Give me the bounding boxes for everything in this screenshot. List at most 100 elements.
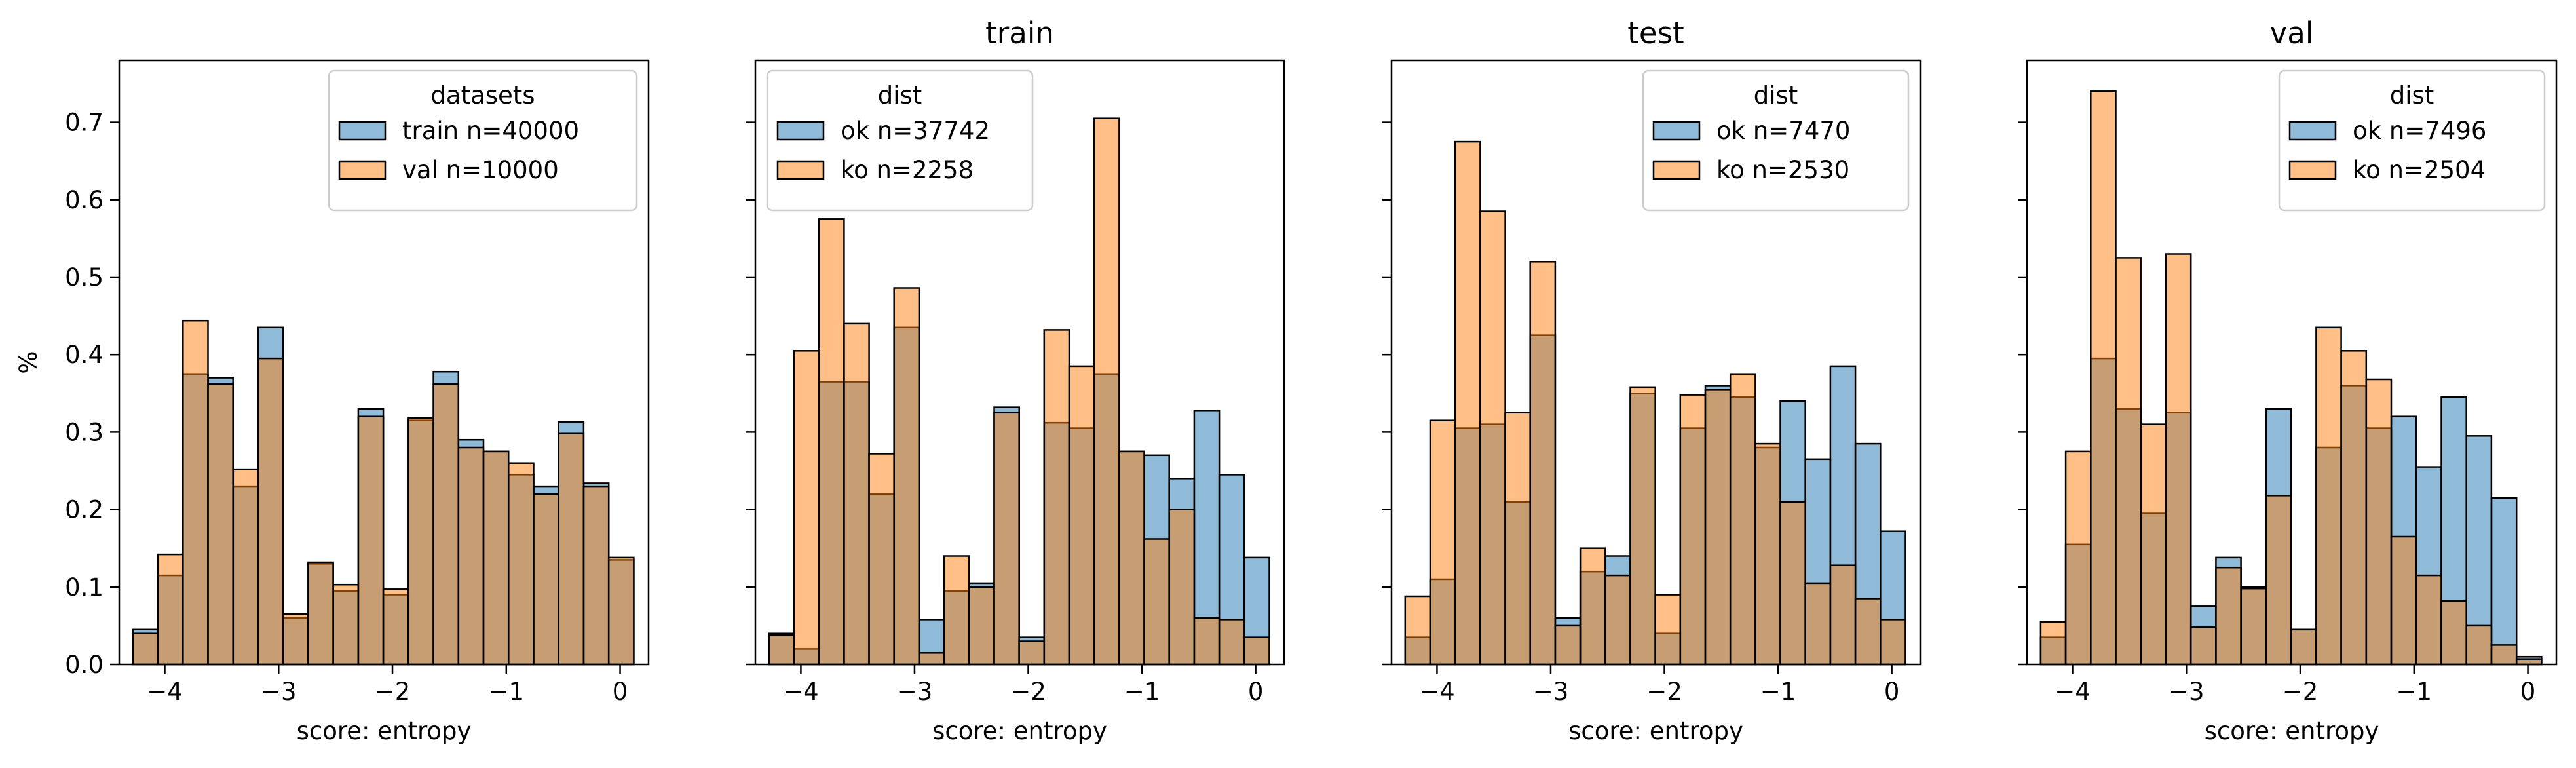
legend: dist ok n=7470 ko n=2530 [1642, 69, 1910, 212]
x-tick-label: −1 [2396, 678, 2433, 706]
x-tick-label: −2 [375, 678, 411, 706]
bar-series-ok-18 [2490, 497, 2518, 666]
legend-swatch-ok [1652, 121, 1701, 141]
bar-series-ko-12 [1704, 389, 1732, 666]
bar-series-ko-5 [893, 287, 920, 666]
x-tick-label: −3 [261, 678, 297, 706]
legend-swatch-ok [2288, 121, 2337, 141]
bar-series-ko-0 [768, 634, 795, 666]
bar-series-ko-0 [132, 632, 159, 666]
bar-series-ko-9 [2265, 495, 2292, 666]
bar-series-ko-15 [508, 462, 535, 666]
y-tick-label: 0.6 [65, 186, 104, 214]
y-tick-label: 0.5 [65, 263, 104, 292]
legend: dist ok n=37742 ko n=2258 [766, 69, 1034, 212]
axes-frame [1390, 59, 1922, 666]
legend-swatch-ko [338, 160, 387, 180]
bar-series-ko-14 [2390, 535, 2417, 666]
y-tick-label: 0.0 [65, 651, 104, 679]
bar-series-ko-0 [2039, 621, 2067, 666]
bar-series-ko-16 [1804, 582, 1832, 666]
legend-title: dist [1754, 81, 1798, 109]
y-tick-label: 0.2 [65, 496, 104, 524]
bar-series-ko-10 [1654, 594, 1682, 666]
bar-series-ko-7 [2215, 566, 2242, 666]
legend-entry-label: ok n=7470 [1716, 117, 1850, 145]
bar-series-ko-12 [432, 383, 460, 666]
bar-series-ko-17 [1829, 564, 1857, 666]
legend-entry-label: ok n=37742 [841, 117, 990, 145]
bar-series-ko-2 [818, 218, 845, 666]
bar-series-ko-3 [2115, 257, 2142, 666]
bar-series-ko-5 [1529, 261, 1557, 666]
bar-series-ko-3 [1479, 210, 1506, 666]
bar-series-ko-17 [2465, 624, 2493, 666]
bar-series-ko-18 [1854, 598, 1882, 666]
bar-series-ko-6 [918, 652, 945, 666]
legend-box [1642, 69, 1910, 212]
legend-entry-label: ok n=7496 [2353, 117, 2486, 145]
bar-series-ko-6 [2189, 626, 2217, 666]
bar-series-ko-11 [407, 417, 434, 666]
y-axis-label: % [14, 351, 43, 374]
x-tick-label: −2 [1646, 678, 1682, 706]
legend-box [2278, 69, 2546, 212]
legend-swatch-ko [776, 160, 825, 180]
bar-series-ko-18 [582, 485, 610, 666]
x-axis-label: score: entropy [297, 717, 472, 745]
bar-series-ko-11 [1043, 329, 1070, 666]
legend: dist ok n=7496 ko n=2504 [2278, 69, 2546, 212]
bar-series-ko-9 [357, 415, 385, 666]
legend-swatch-ko [1652, 160, 1701, 180]
bar-series-ko-1 [2064, 450, 2092, 666]
bar-series-ko-10 [382, 588, 409, 666]
bar-series-ko-4 [2140, 423, 2167, 666]
bar-series-ko-7 [943, 555, 970, 666]
x-tick-label: −3 [897, 678, 933, 706]
panel-1: −4 −3 −2 −1 0 0.0 0.1 0.2 0.3 0.4 0.5 0.6 0.7 score: … [14, 59, 650, 745]
bar-series-ko-12 [1068, 365, 1095, 666]
legend-entry-label: train n=40000 [402, 117, 579, 145]
legend-title: dist [2390, 81, 2434, 109]
bar-series-ko-5 [2165, 253, 2192, 666]
x-tick-label: −1 [1760, 678, 1796, 706]
bar-series-ko-8 [1604, 574, 1631, 666]
x-tick-label: −2 [2282, 678, 2319, 706]
bar-series-ko-18 [1218, 619, 1245, 666]
x-tick-label: −1 [1124, 678, 1160, 706]
bar-series-ko-19 [607, 556, 635, 666]
bar-series-ko-16 [2440, 600, 2467, 666]
bar-series-ko-4 [868, 453, 895, 666]
bar-series-ko-12 [2340, 350, 2368, 666]
x-tick-label: −1 [489, 678, 525, 706]
x-tick-label: 0 [1884, 678, 1900, 706]
y-tick-label: 0.3 [65, 418, 104, 446]
panel-3: −4 −3 −2 −1 0 score: entropy test dist ok n=7470… [1382, 16, 1922, 745]
bar-series-ko-7 [307, 561, 334, 666]
legend-swatch-ok [338, 121, 387, 141]
y-tick-label: 0.4 [65, 341, 104, 369]
x-tick-label: −2 [1010, 678, 1046, 706]
bar-series-ko-19 [1243, 636, 1270, 666]
axes-frame [118, 59, 650, 666]
x-axis-label: score: entropy [1568, 717, 1743, 745]
panel-2: −4 −3 −2 −1 0 score: entropy train dist ok n=377… [746, 16, 1285, 745]
x-tick-label: 0 [2520, 678, 2536, 706]
bar-series-ko-11 [1679, 394, 1707, 666]
bar-series-ko-1 [793, 350, 820, 666]
bar-series-ko-13 [1729, 373, 1756, 666]
legend-entry-label: ko n=2258 [841, 156, 974, 184]
x-axis-label: score: entropy [2205, 717, 2379, 745]
bar-series-ko-4 [1504, 412, 1531, 666]
bar-series-ko-6 [1554, 624, 1582, 666]
bar-series-ko-19 [1880, 619, 1906, 666]
bar-series-ko-15 [2415, 574, 2442, 666]
bar-series-ko-8 [2240, 587, 2267, 666]
legend-box [328, 69, 638, 212]
legend-box [766, 69, 1034, 212]
bar-series-ko-15 [1779, 501, 1806, 666]
bar-series-ko-2 [2090, 90, 2117, 666]
bar-series-ko-17 [558, 432, 585, 666]
bar-series-ko-1 [1429, 419, 1456, 666]
